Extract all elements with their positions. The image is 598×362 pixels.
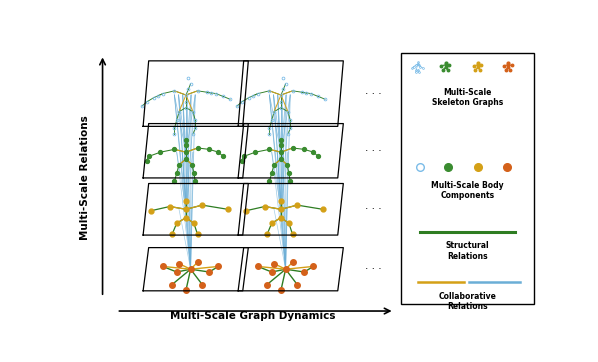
Text: Multi-Scale Graph Dynamics: Multi-Scale Graph Dynamics xyxy=(170,311,336,321)
Bar xyxy=(401,53,533,304)
Text: · · ·: · · · xyxy=(365,89,382,98)
Text: Collaborative
Relations: Collaborative Relations xyxy=(438,291,496,311)
Text: · · ·: · · · xyxy=(365,264,382,274)
Text: Multi-Scale Relations: Multi-Scale Relations xyxy=(80,115,90,240)
Text: Multi-Scale
Skeleton Graphs: Multi-Scale Skeleton Graphs xyxy=(432,88,503,108)
Text: Multi-Scale Body
Components: Multi-Scale Body Components xyxy=(431,181,504,200)
Text: · · ·: · · · xyxy=(365,204,382,214)
Text: Structural
Relations: Structural Relations xyxy=(446,241,489,261)
Text: · · ·: · · · xyxy=(365,146,382,156)
